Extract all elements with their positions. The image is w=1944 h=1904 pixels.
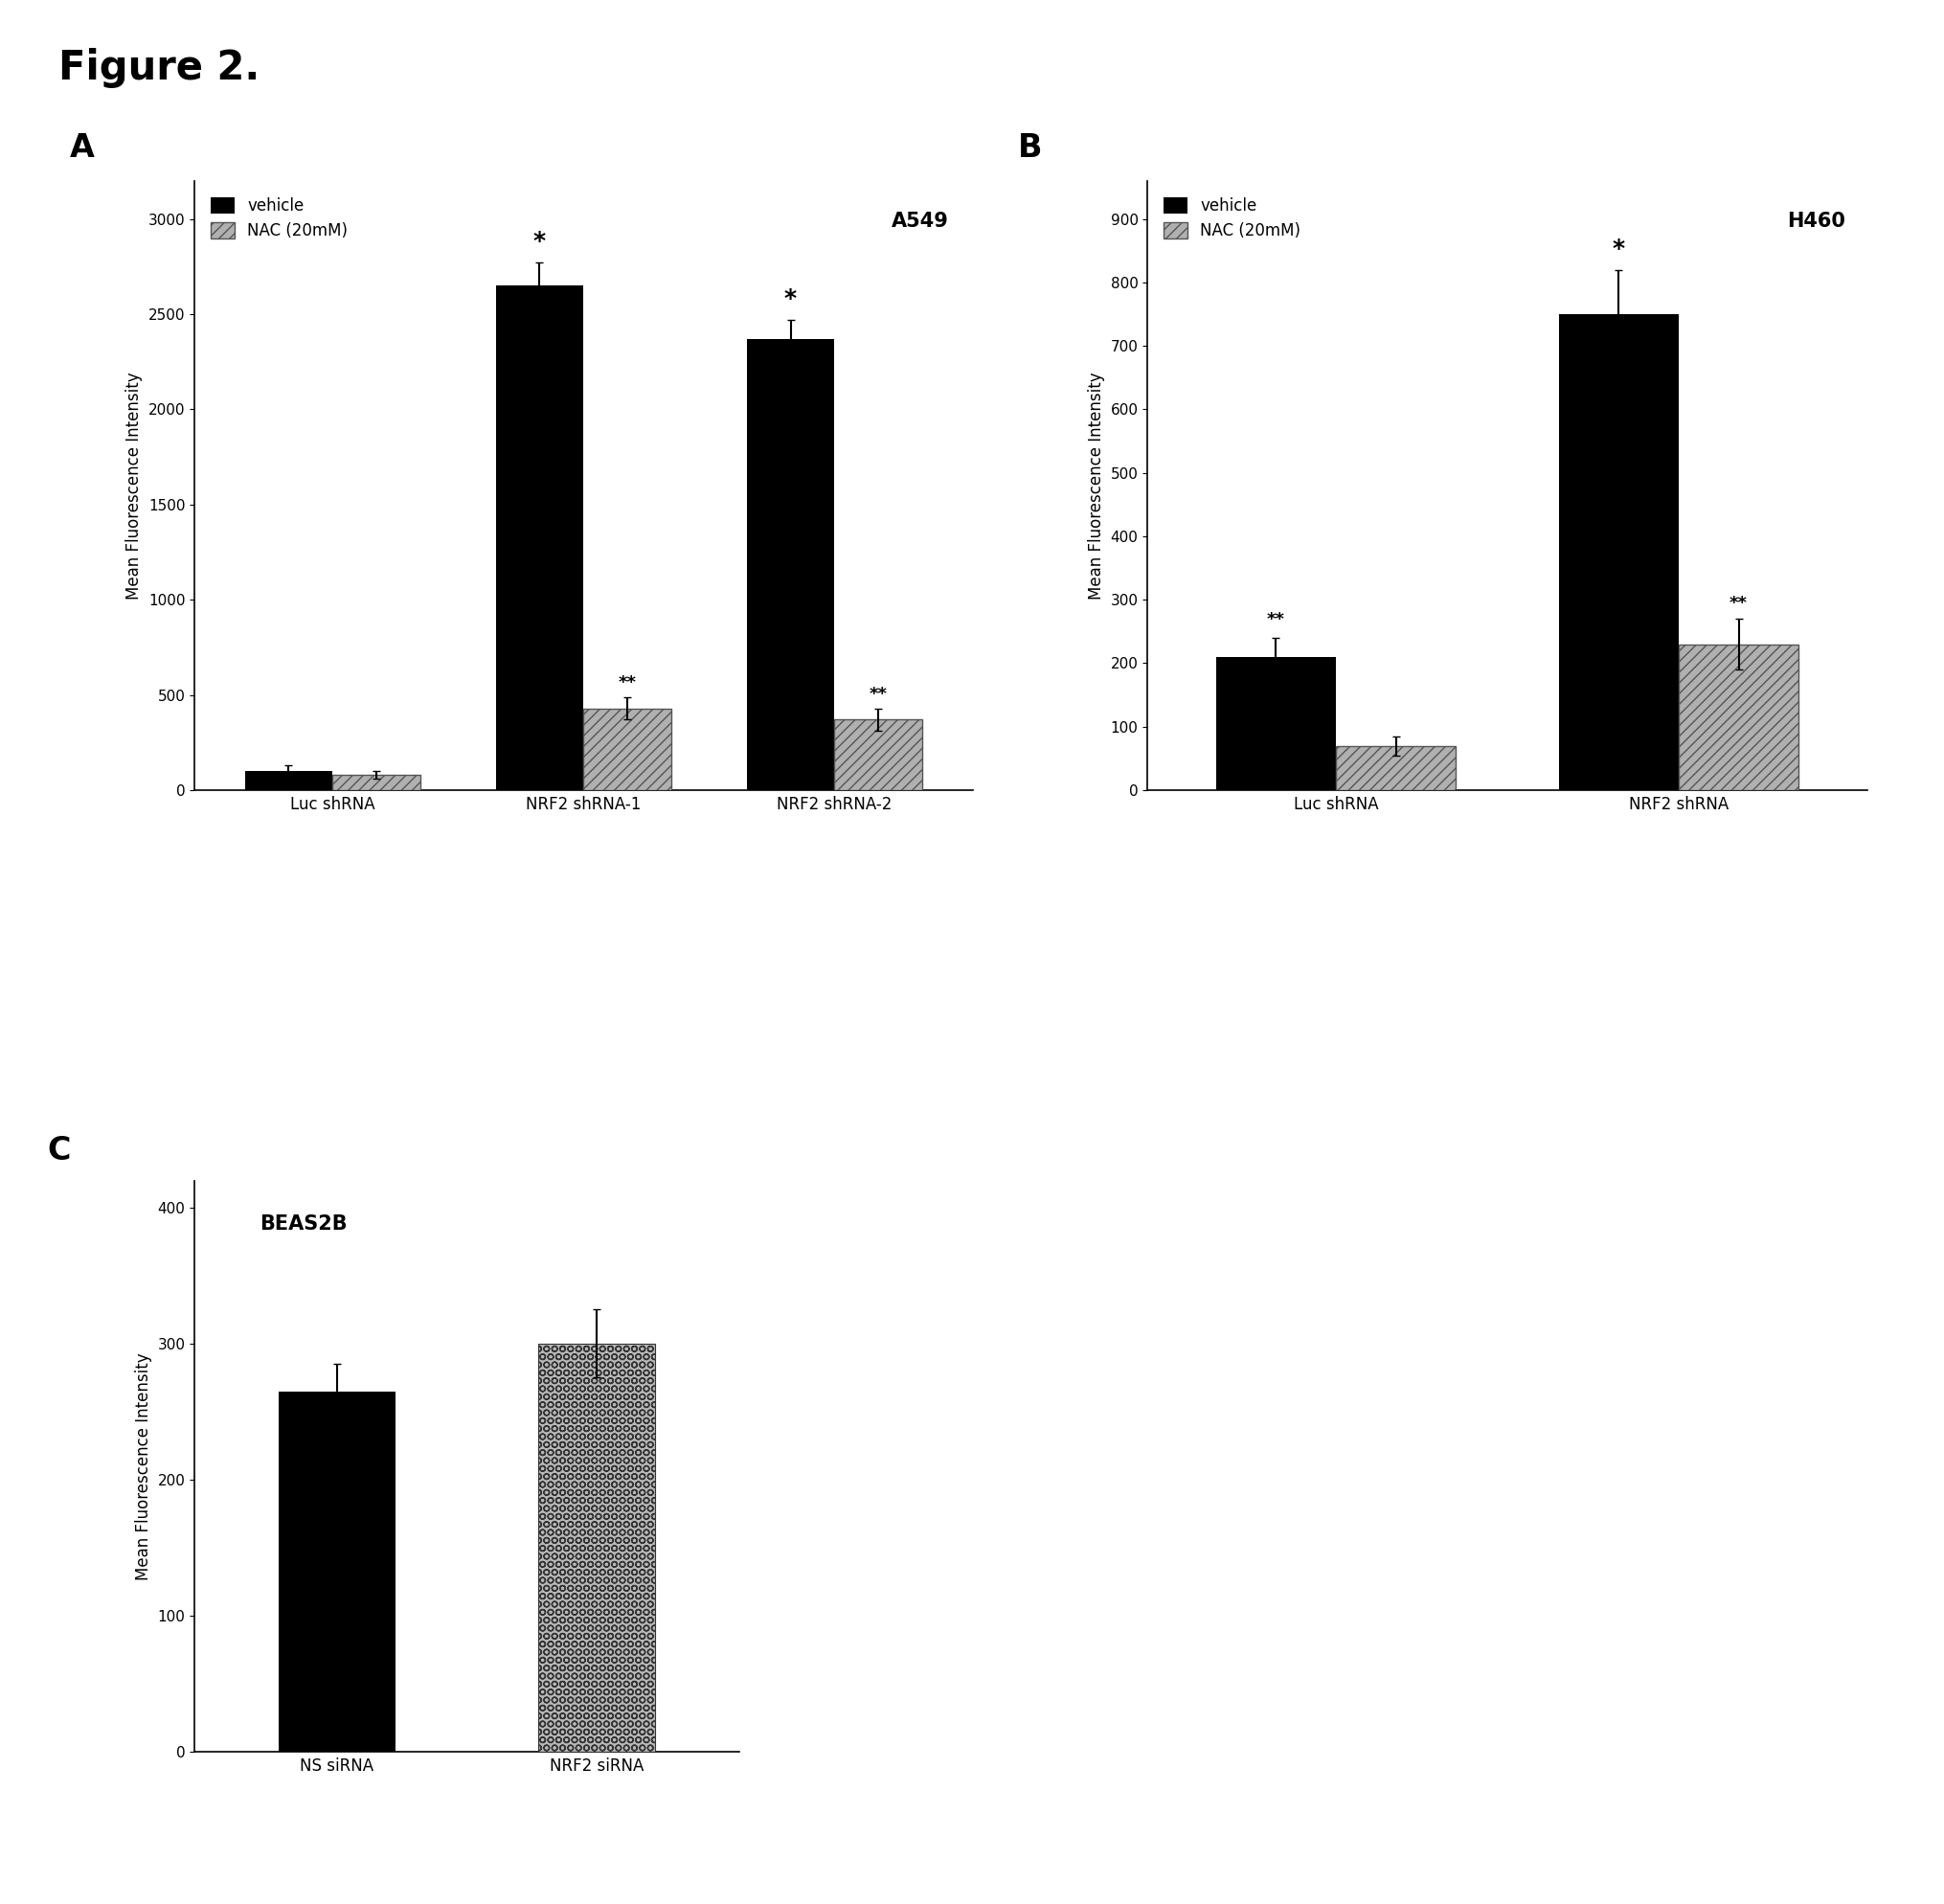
Legend: vehicle, NAC (20mM): vehicle, NAC (20mM) <box>1155 188 1308 248</box>
Bar <box>332 775 420 790</box>
Text: A549: A549 <box>892 211 949 230</box>
Text: **: ** <box>869 685 886 703</box>
Bar <box>1557 314 1678 790</box>
Text: BEAS2B: BEAS2B <box>260 1215 348 1234</box>
Legend: vehicle, NAC (20mM): vehicle, NAC (20mM) <box>202 188 356 248</box>
Text: B: B <box>1017 131 1042 164</box>
Text: **: ** <box>1728 596 1748 613</box>
Bar <box>1678 644 1798 790</box>
Bar <box>278 1392 395 1752</box>
Text: **: ** <box>1266 611 1285 628</box>
Bar <box>496 286 583 790</box>
Bar <box>245 771 332 790</box>
Text: *: * <box>533 230 546 253</box>
Bar <box>746 339 834 790</box>
Text: *: * <box>1612 238 1623 261</box>
Text: C: C <box>47 1135 70 1167</box>
Bar <box>834 720 921 790</box>
Y-axis label: Mean Fluorescence Intensity: Mean Fluorescence Intensity <box>134 1352 152 1580</box>
Bar <box>583 708 671 790</box>
Text: Figure 2.: Figure 2. <box>58 48 260 88</box>
Text: A: A <box>70 131 95 164</box>
Bar <box>1336 746 1456 790</box>
Text: **: ** <box>618 674 636 691</box>
Bar <box>1215 657 1336 790</box>
Text: *: * <box>783 288 797 310</box>
Y-axis label: Mean Fluorescence Intensity: Mean Fluorescence Intensity <box>1087 371 1104 600</box>
Text: H460: H460 <box>1787 211 1845 230</box>
Bar <box>538 1344 655 1752</box>
Y-axis label: Mean Fluorescence Intensity: Mean Fluorescence Intensity <box>126 371 142 600</box>
